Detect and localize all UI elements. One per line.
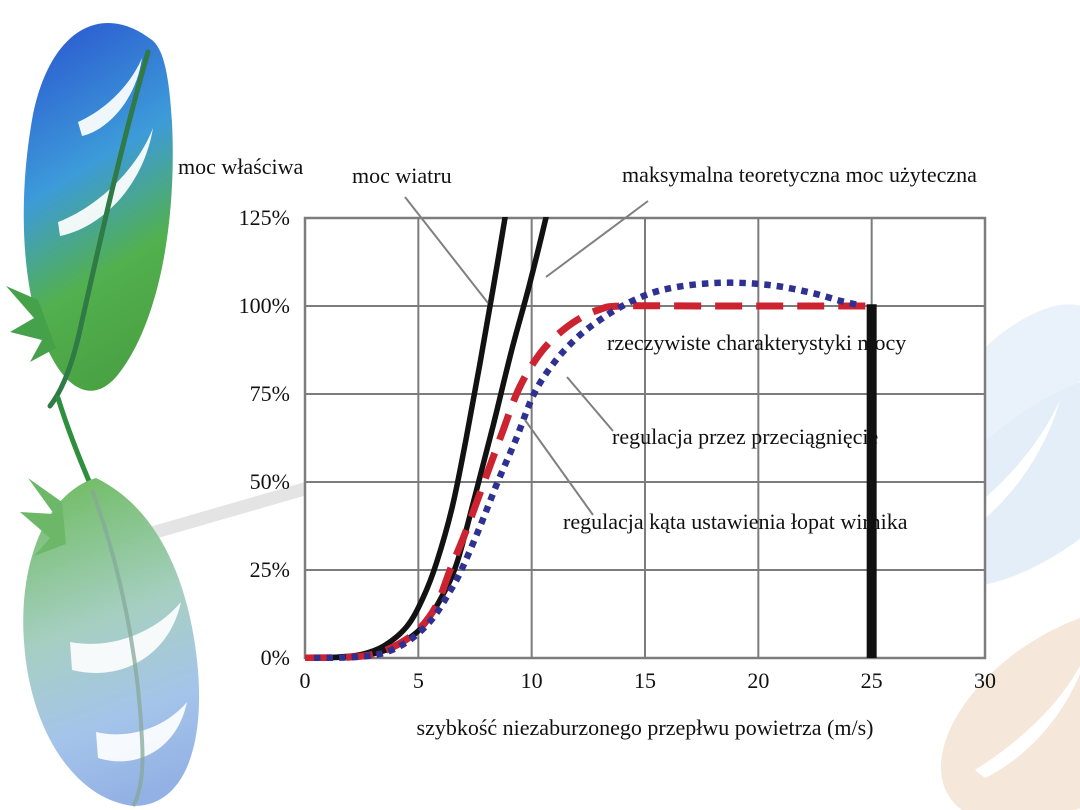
y-tick-label: 125% — [238, 205, 290, 230]
annotation-max-theoretical-power: maksymalna teoretyczna moc użyteczna — [622, 162, 977, 187]
y-tick-label: 0% — [260, 645, 290, 670]
y-tick-label: 100% — [238, 293, 290, 318]
power-curve-plot — [303, 196, 987, 661]
x-tick-label: 30 — [974, 668, 996, 693]
x-tick-label: 0 — [299, 668, 311, 693]
annotation-stall-regulation: regulacja przez przeciągnięcie — [612, 424, 879, 449]
curve-dotted — [313, 279, 859, 661]
y-axis-title: moc właściwa — [178, 154, 304, 179]
x-tick-label: 25 — [860, 668, 883, 693]
x-tick-label: 10 — [520, 668, 543, 693]
curve-dashed — [304, 302, 872, 661]
x-tick-label: 20 — [747, 668, 770, 693]
annotation-real-power-characteristics: rzeczywiste charakterystyki mocy — [607, 330, 907, 355]
x-axis-title: szybkość niezaburzonego przepłwu powietr… — [416, 715, 874, 740]
x-tick-label: 5 — [412, 668, 424, 693]
y-tick-label: 50% — [249, 469, 290, 494]
feather-bottom-icon — [20, 395, 200, 808]
leader-line-maksymalna — [545, 200, 649, 278]
plot-border — [303, 216, 987, 660]
x-tick-label: 15 — [634, 668, 656, 693]
annotation-pitch-regulation: regulacja kąta ustawienia łopat wirnika — [563, 509, 908, 534]
y-tick-label: 75% — [249, 381, 290, 406]
annotation-wind-power: moc wiatru — [352, 163, 452, 188]
leader-line-kata — [524, 419, 594, 516]
y-tick-label: 25% — [249, 557, 290, 582]
leader-line-przeciagniecie — [566, 376, 614, 432]
feather-top-icon — [6, 22, 173, 409]
leader-line-moc-wiatru — [404, 196, 489, 304]
